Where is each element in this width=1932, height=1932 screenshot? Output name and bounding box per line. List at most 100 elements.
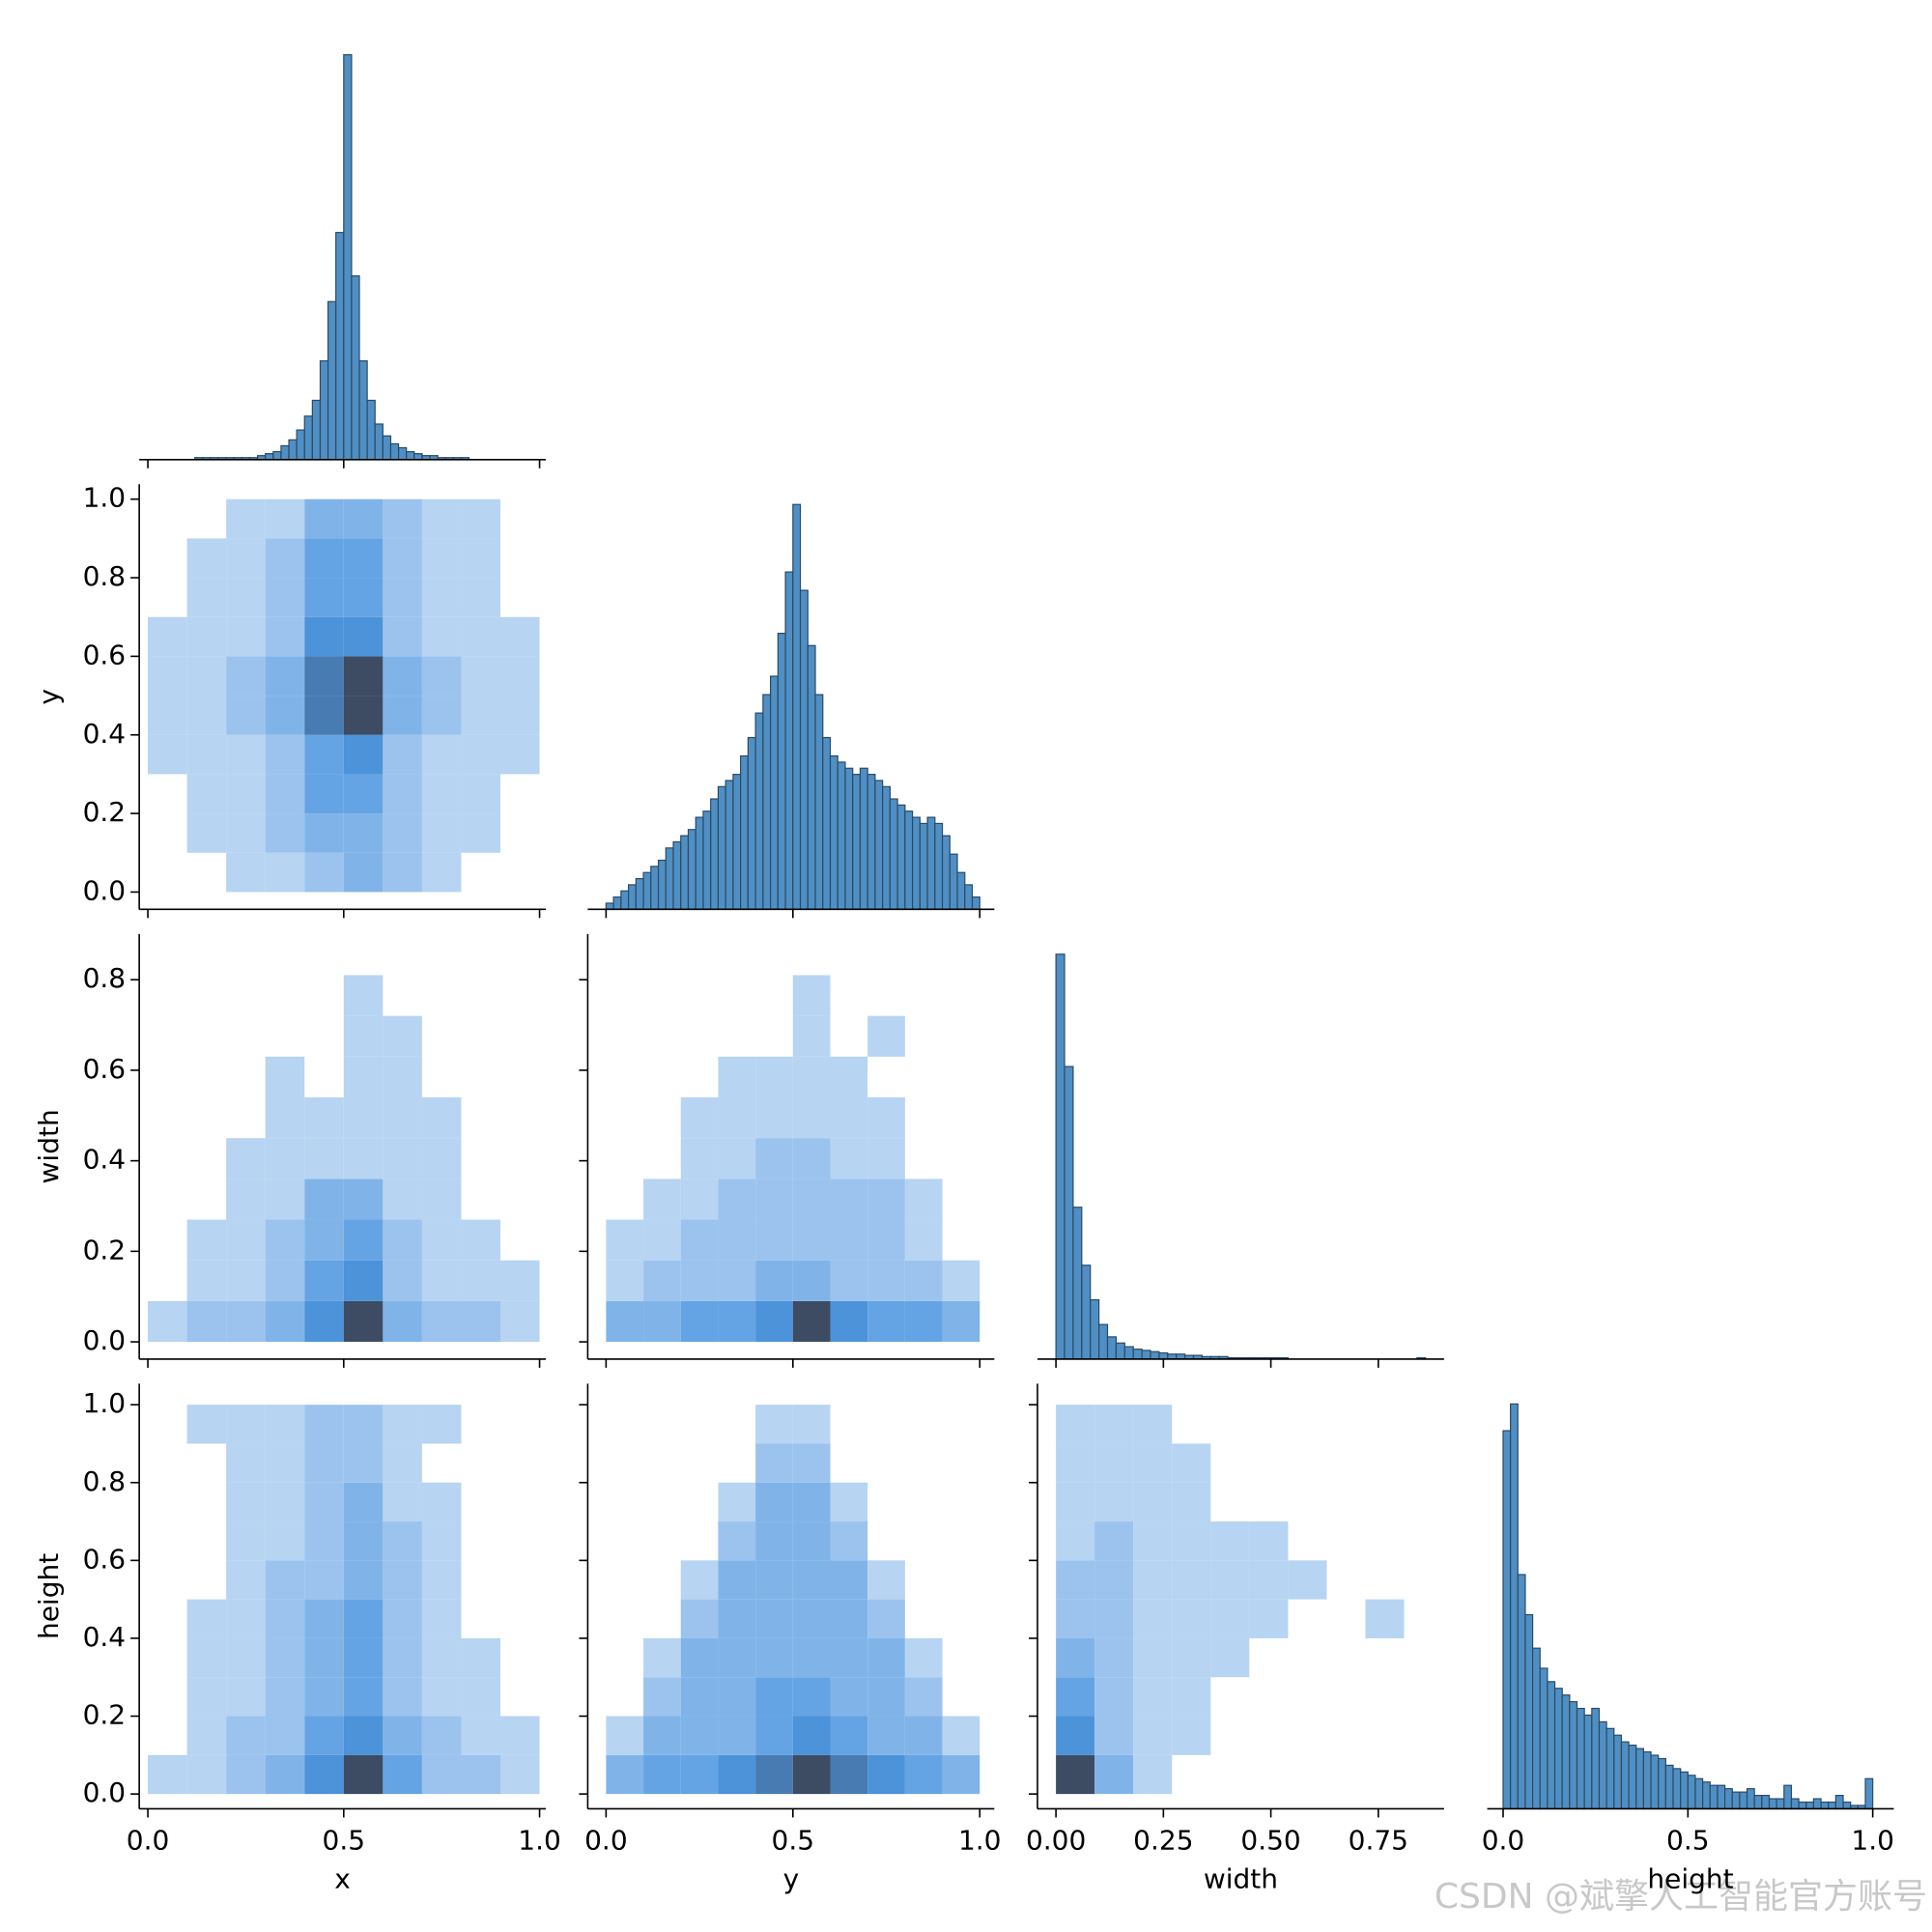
hist2d-cell (304, 498, 344, 539)
hist-bar (762, 694, 772, 910)
hist2d-cell (792, 1560, 831, 1600)
hist2d-cell (1056, 1560, 1095, 1600)
hist2d-cell (186, 774, 227, 814)
hist2d-cell (755, 1405, 793, 1444)
hist2d-cell (226, 1560, 266, 1600)
hist-bar (627, 884, 637, 910)
hist2d-cell (304, 1482, 344, 1522)
hist2d-cell (461, 1637, 501, 1678)
hist2d-cell (343, 852, 384, 893)
hist2d-cell (304, 1637, 344, 1678)
hist-bar (971, 896, 980, 910)
hist2d-cell (265, 1260, 305, 1301)
hist2d-cell (226, 1443, 266, 1483)
x-tick-label: 1.0 (518, 1824, 561, 1856)
hist2d-cell (421, 1560, 462, 1600)
hist2d-cell (265, 1599, 305, 1638)
hist-bar (672, 840, 682, 910)
hist2d-cell (718, 1138, 756, 1179)
hist-bar (919, 822, 928, 910)
hist2d-cell (792, 1056, 831, 1098)
hist2d-cell (226, 1300, 266, 1343)
hist-bar (949, 853, 958, 910)
hist-bar (366, 399, 376, 461)
hist2d-cell (755, 1179, 793, 1220)
hist2d-cell (792, 1443, 831, 1483)
hist2d-cell (383, 1560, 422, 1600)
y-tick-label: 0.8 (83, 962, 127, 994)
hist2d-cell (304, 1260, 344, 1301)
hist2d-cell (904, 1300, 943, 1343)
hist2d-cell (792, 1599, 831, 1638)
hist2d-cell (421, 656, 462, 696)
hist2d-cell (265, 1300, 305, 1343)
hist-bar (1628, 1745, 1637, 1810)
hist-bar (665, 847, 674, 910)
hist-bar (1106, 1336, 1118, 1360)
hist2d-cell (461, 656, 501, 696)
hist2d-cell (343, 498, 384, 539)
hist2d-cell (606, 1219, 644, 1261)
hist-bar (769, 675, 779, 910)
hist2d-cell (792, 1015, 831, 1057)
hist2d-cell (186, 1599, 227, 1638)
hist2d-cell (1056, 1443, 1095, 1483)
hist2d-cell (718, 1260, 756, 1301)
hist2d-cell (186, 1637, 227, 1678)
hist2d-cell (500, 616, 540, 657)
hist2d-cell (461, 1219, 501, 1261)
hist-bar (642, 871, 652, 910)
hist2d-cell (265, 696, 305, 735)
hist-bar (852, 774, 862, 910)
hist-bar (1098, 1323, 1109, 1360)
hist2d-cell (792, 1138, 831, 1179)
hist-bar (1680, 1771, 1689, 1810)
hist2d-cell (421, 1260, 462, 1301)
hist2d-cell (904, 1637, 943, 1678)
hist2d-cell (461, 538, 501, 579)
hist-bar (956, 871, 966, 910)
hist2d-cell (421, 616, 462, 657)
hist2d-cell (830, 1219, 868, 1261)
hist2d-cell (383, 1405, 422, 1444)
hist-bar (1055, 953, 1065, 1360)
hist2d-cell (1365, 1599, 1405, 1638)
x-axis-label: height (1647, 1862, 1733, 1894)
hist-bar (941, 835, 951, 910)
hist-bar (620, 890, 630, 910)
hist-bar (657, 859, 667, 910)
y-tick-label: 0.2 (83, 796, 127, 828)
hist-bar (912, 816, 921, 910)
hist2d-cell (226, 1521, 266, 1561)
hist2d-cell (226, 1716, 266, 1755)
hist-bar (1723, 1788, 1733, 1810)
hist2d-cell (867, 1015, 905, 1057)
hist2d-cell (1288, 1560, 1327, 1600)
hist2d-cell (148, 696, 187, 735)
hist2d-cell (1133, 1716, 1173, 1755)
hist2d-cell (500, 1260, 540, 1301)
hist2d-cell (343, 578, 384, 617)
hist2d-cell (226, 656, 266, 696)
hist-bar (777, 632, 786, 910)
hist2d-cell (383, 616, 422, 657)
hist2d-cell (265, 1097, 305, 1139)
hist2d-cell (226, 498, 266, 539)
hist2d-cell (500, 656, 540, 696)
x-tick-label: 0.00 (1026, 1824, 1086, 1856)
x-tick-label: 0.0 (584, 1824, 628, 1856)
hist2d-cell (226, 1754, 266, 1795)
hist2d-cell (265, 616, 305, 657)
hist-bar (272, 450, 282, 461)
hist2d-cell (343, 813, 384, 853)
hist2d-cell (1056, 1599, 1095, 1638)
hist2d-cell (265, 1138, 305, 1179)
hist-bar (926, 816, 936, 910)
hist2d-cell (792, 1716, 831, 1755)
hist2d-cell (643, 1677, 681, 1717)
hist2d-cell (680, 1300, 719, 1343)
hist2d-cell (680, 1637, 719, 1678)
hist2d-cell (830, 1300, 868, 1343)
y-axis-label: width (33, 1109, 65, 1183)
hist2d-cell (148, 1754, 187, 1795)
